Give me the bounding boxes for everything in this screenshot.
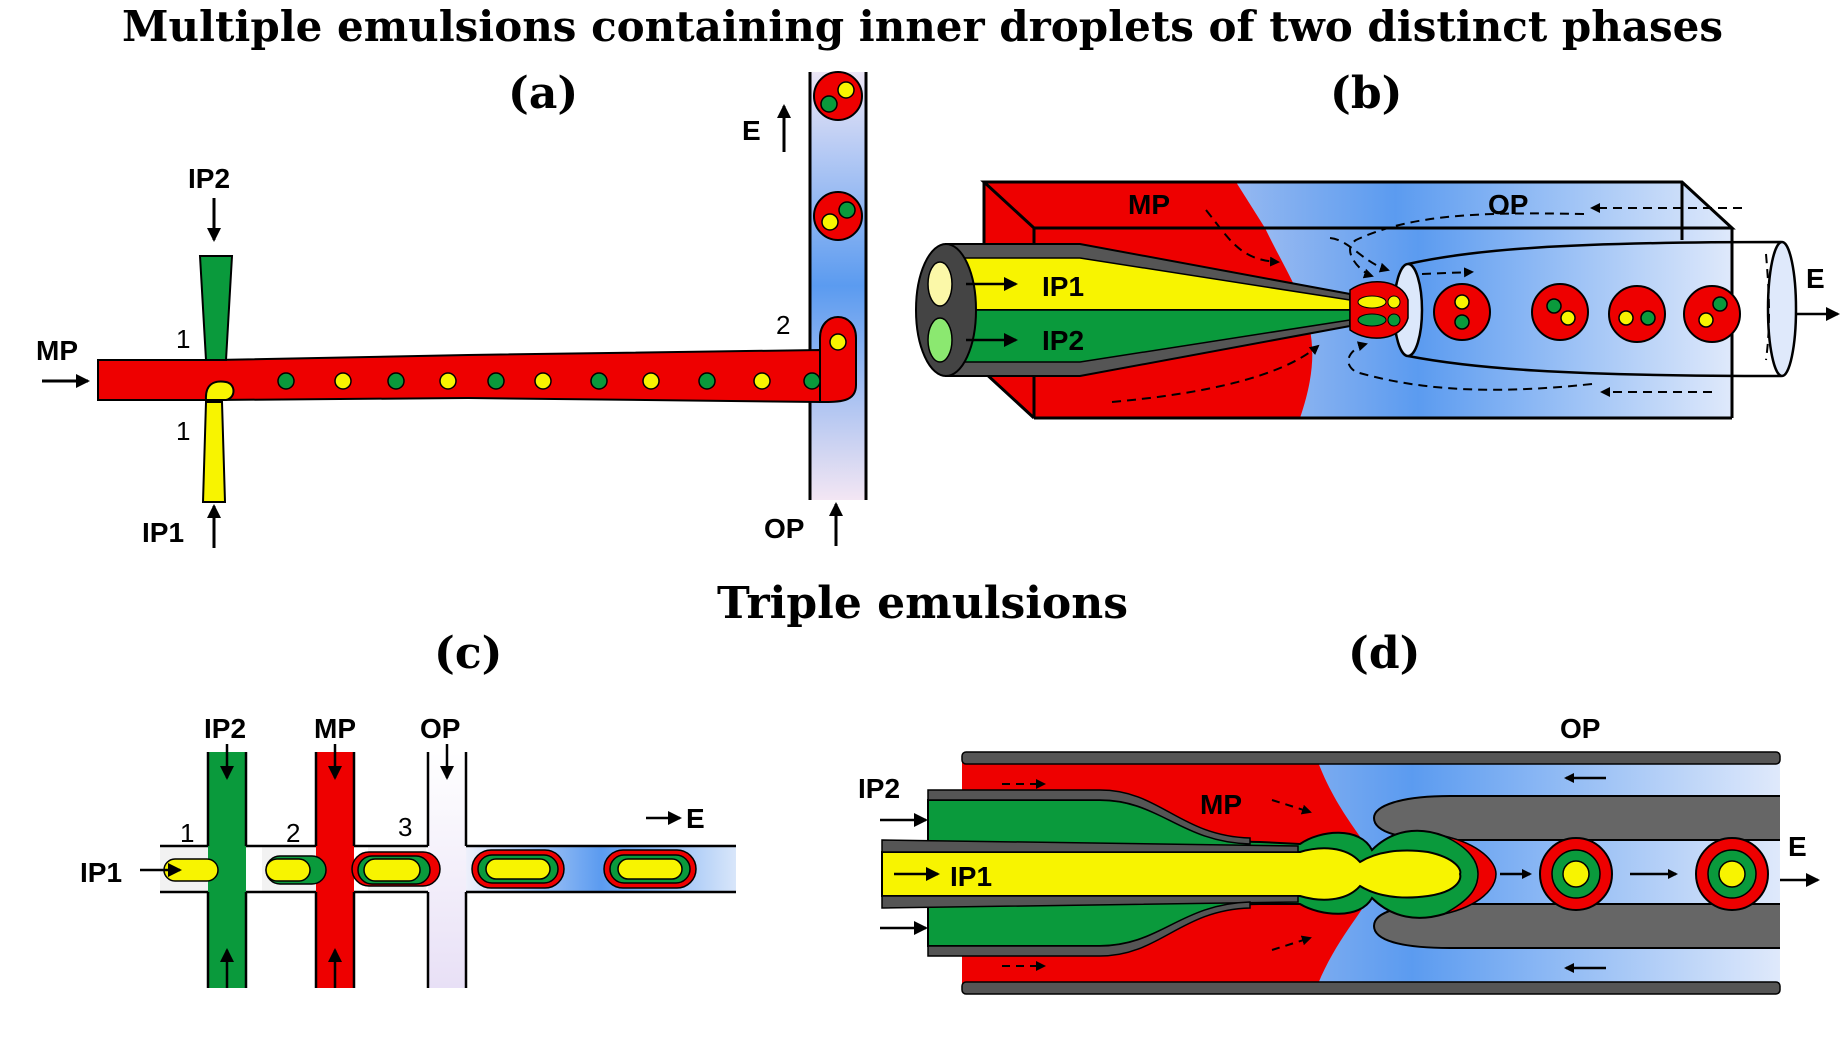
panel-label-a: (a) xyxy=(508,68,579,119)
main-title: Multiple emulsions containing inner drop… xyxy=(122,2,1723,51)
junction-2-c: 2 xyxy=(286,818,300,848)
label-e-c: E xyxy=(686,803,705,834)
label-ip2-b: IP2 xyxy=(1042,325,1084,356)
triple-emulsion-plug xyxy=(471,849,565,889)
label-op-c: OP xyxy=(420,713,460,744)
label-mp-d: MP xyxy=(1200,789,1242,820)
label-ip1-a: IP1 xyxy=(142,517,184,548)
emulsion-drop xyxy=(1683,285,1741,343)
label-ip1-c: IP1 xyxy=(80,857,122,888)
emulsion-drop xyxy=(1608,285,1666,343)
emulsion-drop xyxy=(813,191,863,241)
panel-label-c: (c) xyxy=(434,628,503,679)
label-e-b: E xyxy=(1806,263,1825,294)
label-ip1-b: IP1 xyxy=(1042,271,1084,302)
panel-a: IP2 MP IP1 1 1 2 E OP xyxy=(36,71,868,548)
triple-title: Triple emulsions xyxy=(716,578,1129,629)
mp-elbow xyxy=(819,316,857,404)
label-op-b: OP xyxy=(1488,189,1528,220)
junction-1-top: 1 xyxy=(176,324,190,354)
junction-1-c: 1 xyxy=(180,818,194,848)
panel-label-d: (d) xyxy=(1348,628,1421,679)
emulsion-drop xyxy=(1433,283,1491,341)
label-mp-a: MP xyxy=(36,335,78,366)
label-ip2-c: IP2 xyxy=(204,713,246,744)
label-e-a: E xyxy=(742,115,761,146)
triple-emulsion-drop xyxy=(1539,837,1613,911)
junction-1-bottom: 1 xyxy=(176,416,190,446)
triple-emulsion-drop xyxy=(1695,837,1769,911)
ip1-channel xyxy=(201,401,227,503)
droplet-train-a xyxy=(277,372,821,390)
emulsion-drop xyxy=(813,71,863,121)
ip2-channel xyxy=(198,255,234,361)
ip1-flow-d xyxy=(881,847,1462,901)
panel-d: OP MP IP2 IP1 E xyxy=(858,713,1820,995)
op-channel xyxy=(810,72,866,500)
triple-emulsion-plug xyxy=(603,849,697,889)
label-mp-b: MP xyxy=(1128,189,1170,220)
panel-c: IP2 MP OP IP1 E 1 2 3 xyxy=(80,713,736,988)
emulsion-drop xyxy=(1531,283,1589,341)
label-op-d: OP xyxy=(1560,713,1600,744)
label-ip2-d: IP2 xyxy=(858,773,900,804)
junction-2-a: 2 xyxy=(776,310,790,340)
label-op-a: OP xyxy=(764,513,804,544)
label-ip1-d: IP1 xyxy=(950,861,992,892)
label-ip2-a: IP2 xyxy=(188,163,230,194)
junction-3-c: 3 xyxy=(398,812,412,842)
label-e-d: E xyxy=(1788,831,1807,862)
label-mp-c: MP xyxy=(314,713,356,744)
panel-label-b: (b) xyxy=(1330,68,1403,119)
panel-b: MP OP IP1 IP2 E xyxy=(915,180,1840,420)
